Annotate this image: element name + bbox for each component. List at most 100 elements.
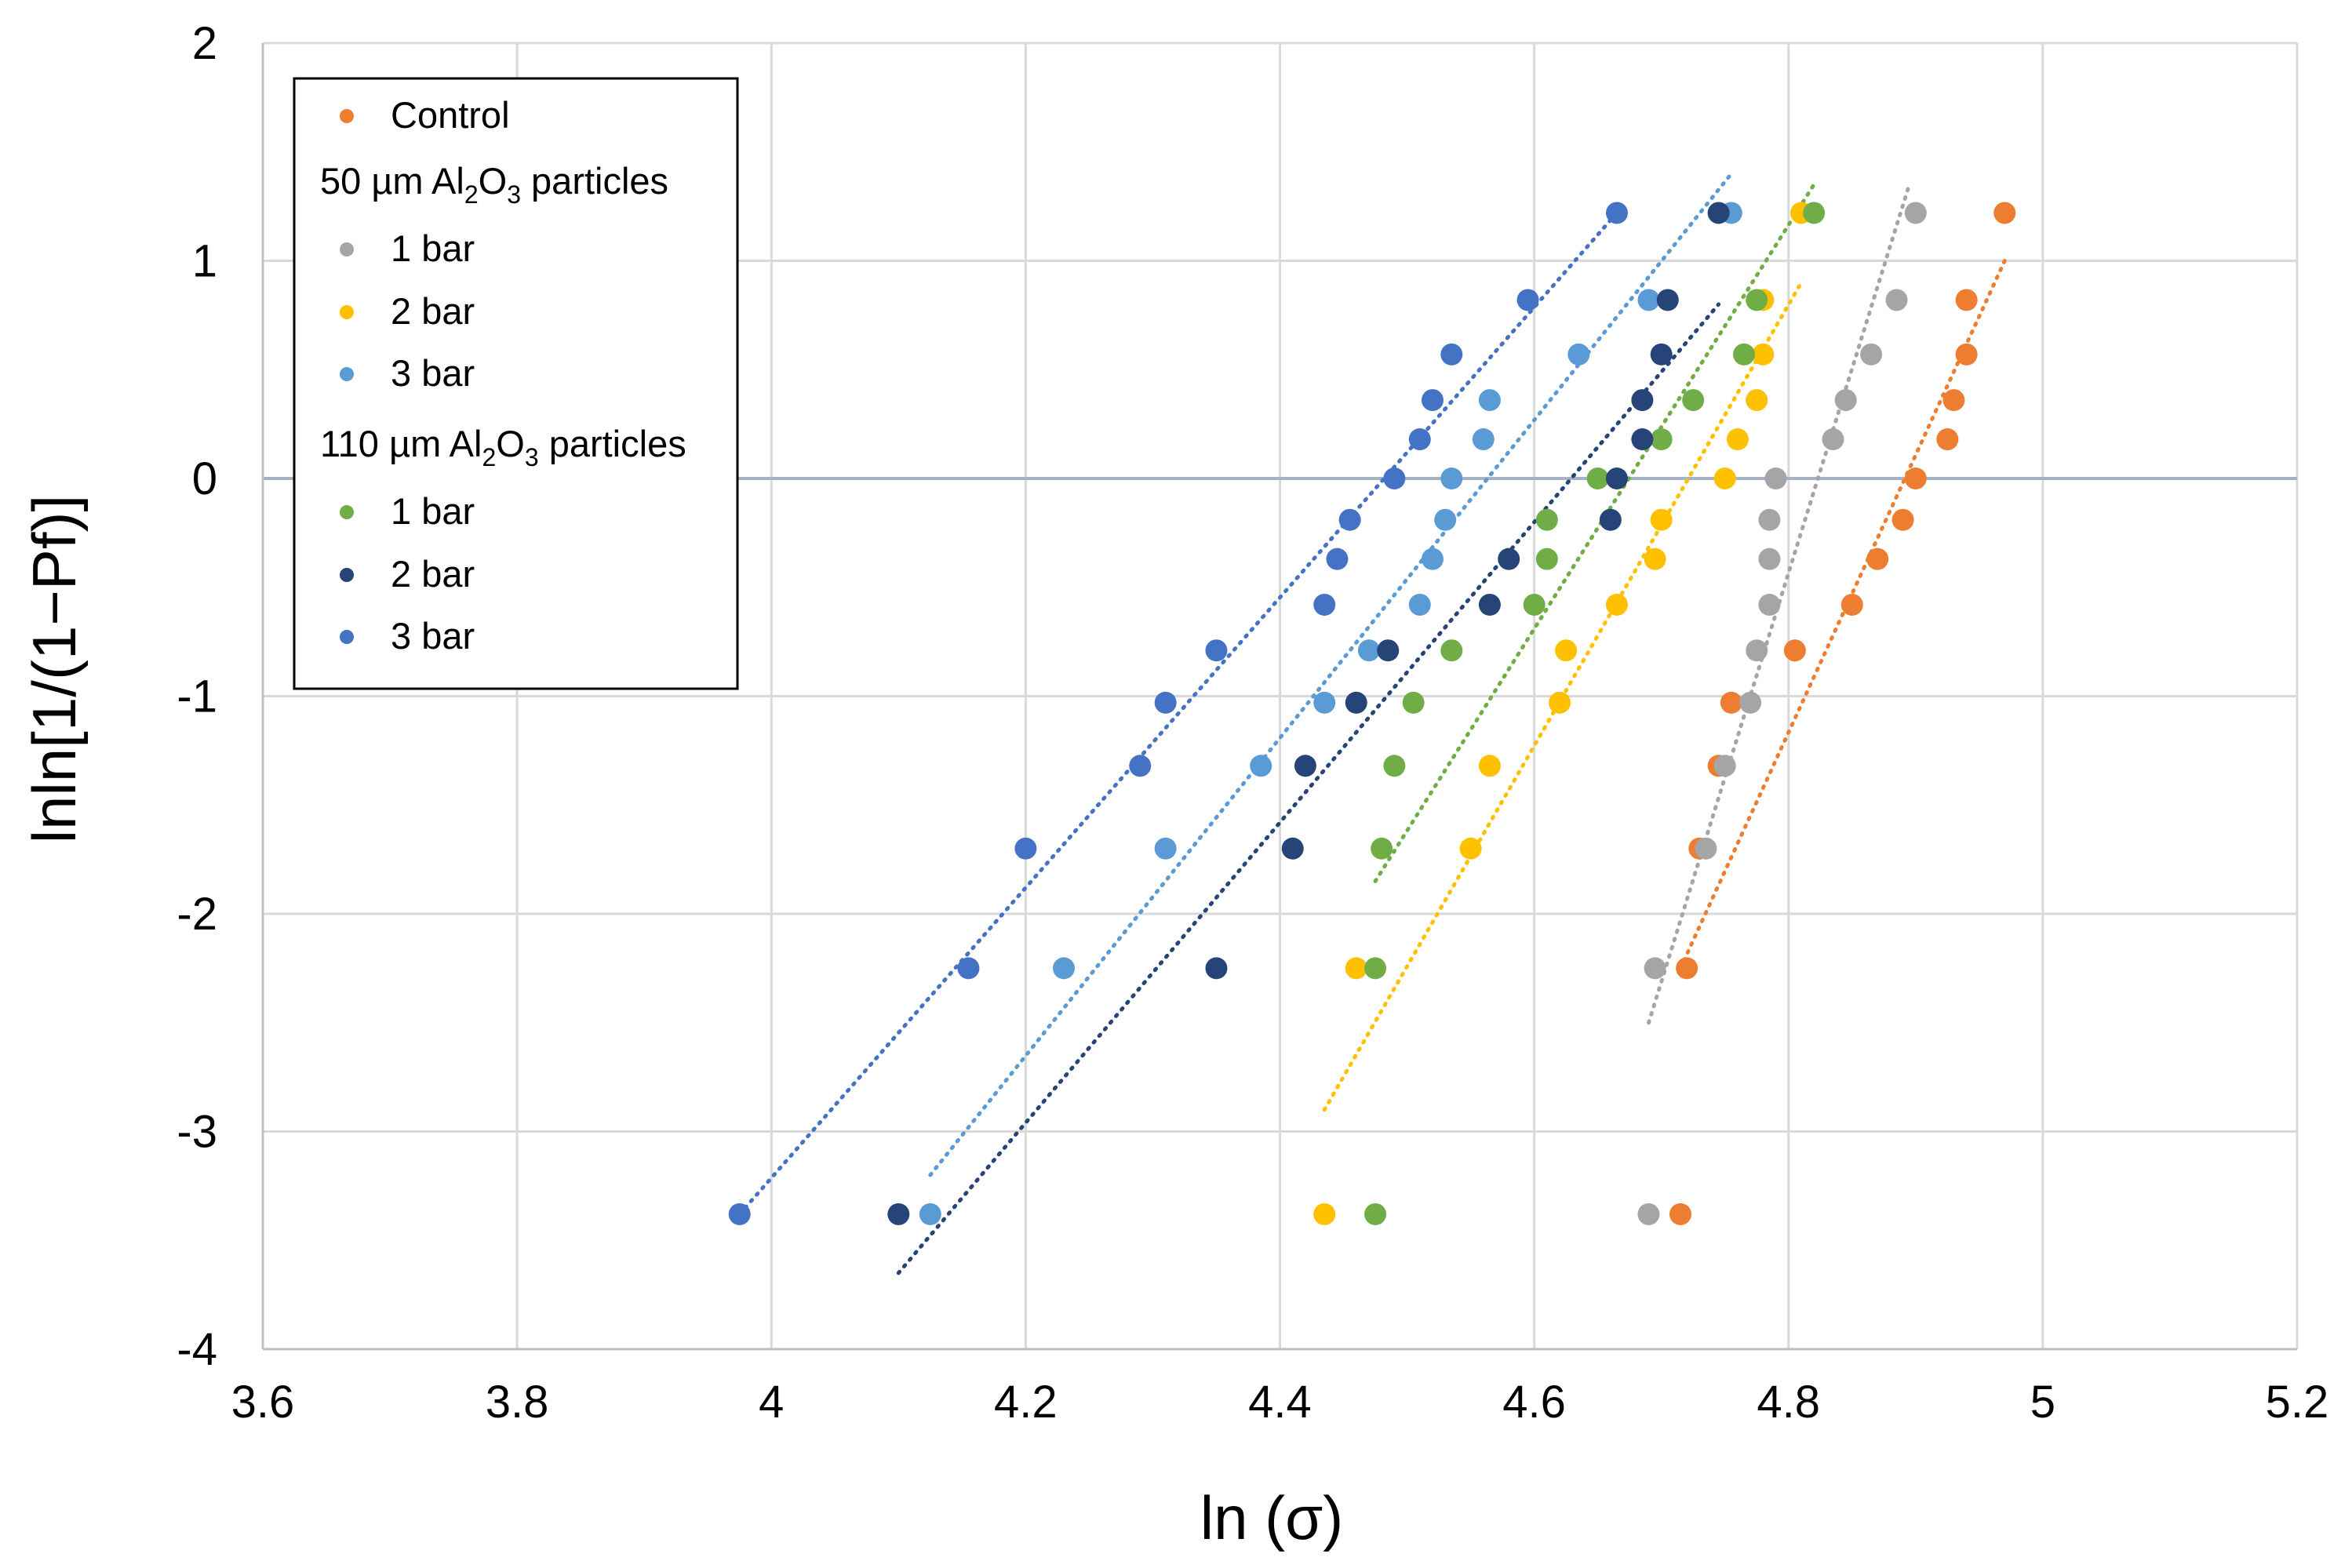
data-point-series-5 xyxy=(1631,389,1654,412)
x-tick-label: 3.8 xyxy=(486,1377,549,1428)
data-point-series-4 xyxy=(1803,202,1826,224)
data-point-series-1 xyxy=(1644,957,1666,980)
data-point-series-6 xyxy=(957,957,980,980)
x-tick-label: 5 xyxy=(2030,1377,2055,1428)
data-point-series-6 xyxy=(1421,389,1444,412)
data-point-series-1 xyxy=(1822,428,1844,451)
legend-group-header: 110 µm Al2O3 particles xyxy=(320,423,686,471)
data-point-series-0 xyxy=(1904,467,1927,489)
data-point-series-0 xyxy=(1866,548,1889,570)
legend-marker-series-4 xyxy=(340,505,354,519)
legend-label-series-6: 3 bar xyxy=(391,615,475,657)
data-point-series-0 xyxy=(1936,428,1959,451)
legend-label-series-0: Control xyxy=(391,94,510,136)
legend-marker-series-3 xyxy=(340,367,354,381)
data-point-series-4 xyxy=(1586,467,1609,489)
data-point-series-5 xyxy=(1707,202,1730,224)
trendline-series-5 xyxy=(896,302,1721,1275)
data-point-series-2 xyxy=(1549,691,1571,714)
legend-label-series-4: 1 bar xyxy=(391,490,475,532)
data-point-series-0 xyxy=(1840,593,1863,616)
plot-border xyxy=(261,43,2297,1351)
data-point-series-1 xyxy=(1758,508,1781,531)
data-point-series-6 xyxy=(1383,467,1406,489)
data-point-series-6 xyxy=(1014,837,1037,860)
data-point-series-1 xyxy=(1713,755,1736,777)
data-point-series-1 xyxy=(1637,1202,1660,1225)
trendline-series-0 xyxy=(1678,259,2007,970)
data-point-series-1 xyxy=(1834,389,1857,412)
data-point-series-4 xyxy=(1364,1202,1387,1225)
y-tick-label: 1 xyxy=(192,236,217,287)
legend-marker-series-1 xyxy=(340,242,354,256)
y-tick-label: -2 xyxy=(177,889,217,940)
data-point-series-2 xyxy=(1605,593,1628,616)
data-point-series-0 xyxy=(1891,508,1914,531)
data-point-series-0 xyxy=(1676,957,1698,980)
data-point-series-2 xyxy=(1555,639,1578,662)
data-point-series-5 xyxy=(1605,467,1628,489)
legend-marker-series-0 xyxy=(340,109,354,123)
y-tick-label: -4 xyxy=(177,1324,217,1375)
data-point-series-6 xyxy=(1326,548,1349,570)
data-point-series-0 xyxy=(1955,289,1978,311)
data-point-series-2 xyxy=(1345,957,1367,980)
data-point-series-4 xyxy=(1440,639,1463,662)
data-point-series-4 xyxy=(1383,755,1406,777)
data-point-series-0 xyxy=(1993,202,2016,224)
data-point-series-5 xyxy=(887,1202,910,1225)
data-point-series-4 xyxy=(1746,289,1768,311)
legend-label-series-2: 2 bar xyxy=(391,290,475,332)
data-point-series-4 xyxy=(1650,428,1673,451)
data-point-series-2 xyxy=(1713,467,1736,489)
data-point-series-3 xyxy=(1408,593,1431,616)
data-point-series-5 xyxy=(1650,343,1673,366)
data-point-series-5 xyxy=(1205,957,1228,980)
x-tick-labels: 3.6 3.8 4 4.2 4.4 4.6 4.8 5 5.2 xyxy=(231,1377,2329,1428)
data-point-series-3 xyxy=(1313,691,1336,714)
x-tick-label: 4.4 xyxy=(1248,1377,1312,1428)
data-point-series-1 xyxy=(1758,548,1781,570)
data-point-series-0 xyxy=(1783,639,1806,662)
data-point-series-1 xyxy=(1746,639,1768,662)
data-point-series-3 xyxy=(1434,508,1457,531)
data-point-series-4 xyxy=(1371,837,1393,860)
data-point-series-4 xyxy=(1523,593,1546,616)
y-tick-labels: 2 1 0 -1 -2 -3 -4 xyxy=(177,18,217,1375)
x-tick-label: 3.6 xyxy=(231,1377,295,1428)
data-point-series-3 xyxy=(1637,289,1660,311)
y-tick-label: 0 xyxy=(192,453,217,504)
legend-marker-series-5 xyxy=(340,568,354,582)
data-point-series-6 xyxy=(1440,343,1463,366)
data-point-series-0 xyxy=(1942,389,1965,412)
data-points xyxy=(728,202,2016,1225)
data-point-series-1 xyxy=(1739,691,1762,714)
data-point-series-2 xyxy=(1746,389,1768,412)
data-point-series-4 xyxy=(1402,691,1425,714)
data-point-series-3 xyxy=(1478,389,1501,412)
data-point-series-5 xyxy=(1599,508,1622,531)
data-point-series-6 xyxy=(1338,508,1361,531)
data-point-series-2 xyxy=(1478,755,1501,777)
x-tick-label: 4.8 xyxy=(1757,1377,1820,1428)
x-tick-label: 4.2 xyxy=(994,1377,1058,1428)
data-point-series-3 xyxy=(1154,837,1177,860)
legend-box xyxy=(293,77,739,690)
data-point-series-5 xyxy=(1345,691,1367,714)
data-point-series-5 xyxy=(1631,428,1654,451)
data-point-series-3 xyxy=(1421,548,1444,570)
data-point-series-5 xyxy=(1281,837,1304,860)
legend-label-series-1: 1 bar xyxy=(391,227,475,269)
trendline-series-3 xyxy=(928,172,1734,1177)
data-point-series-6 xyxy=(1313,593,1336,616)
data-point-series-1 xyxy=(1764,467,1787,489)
y-axis-title: lnln[1/(1−Pf)] xyxy=(20,495,89,843)
data-point-series-3 xyxy=(1052,957,1075,980)
data-point-series-4 xyxy=(1535,548,1558,570)
data-point-series-2 xyxy=(1752,343,1775,366)
legend-group-header: 50 µm Al2O3 particles xyxy=(320,160,668,209)
x-tick-label: 4 xyxy=(759,1377,784,1428)
data-point-series-0 xyxy=(1955,343,1978,366)
data-point-series-4 xyxy=(1535,508,1558,531)
